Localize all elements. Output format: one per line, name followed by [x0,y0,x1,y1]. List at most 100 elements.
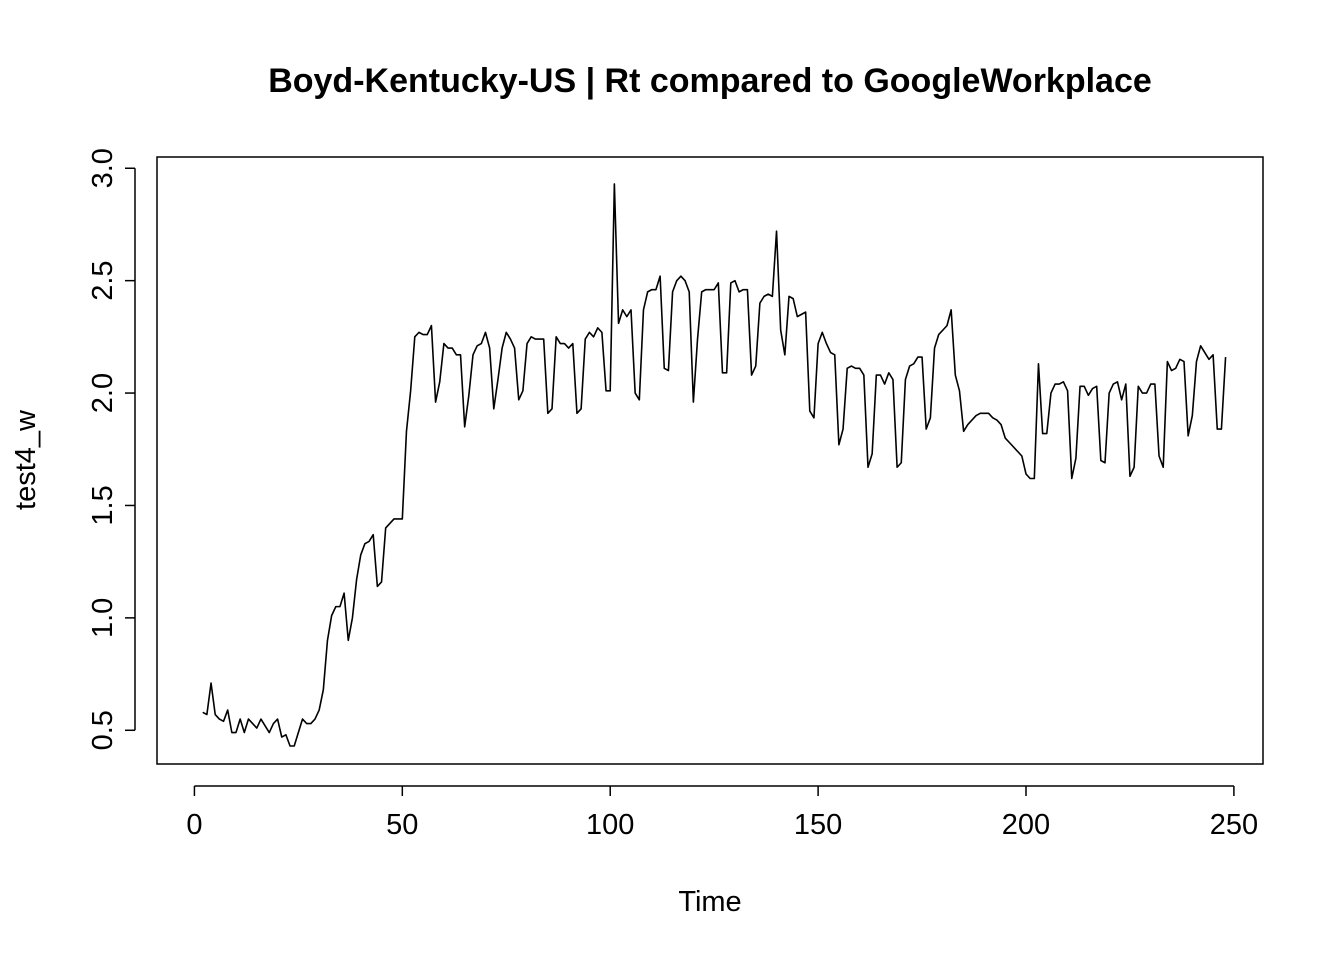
data-point [809,410,811,412]
data-point [834,354,836,356]
data-point [647,291,649,293]
data-point [1225,356,1227,358]
data-point [747,289,749,291]
data-point [622,309,624,311]
data-point [651,289,653,291]
data-point [680,275,682,277]
data-point [410,390,412,392]
data-point [1042,433,1044,435]
data-point [900,462,902,464]
data-point [905,379,907,381]
data-point [589,332,591,334]
data-point [984,412,986,414]
x-tick-label: 150 [794,809,842,841]
data-point [584,338,586,340]
data-point [501,347,503,349]
data-point [505,332,507,334]
data-point [1146,392,1148,394]
data-point [1150,383,1152,385]
data-point [1142,392,1144,394]
data-point [734,280,736,282]
data-point [726,372,728,374]
data-point [880,374,882,376]
data-point [1200,345,1202,347]
data-point [988,412,990,414]
data-point [564,343,566,345]
data-point [260,718,262,720]
data-point [360,554,362,556]
data-point [797,316,799,318]
data-point [414,336,416,338]
data-point [1162,466,1164,468]
data-point [1054,383,1056,385]
data-point [1071,478,1073,480]
data-point [759,302,761,304]
y-tick-label: 3.0 [87,148,119,188]
data-point [609,390,611,392]
series-line [202,183,1227,747]
data-point [917,356,919,358]
data-point [817,343,819,345]
data-point [618,323,620,325]
data-point [1171,370,1173,372]
x-tick-label: 100 [586,809,634,841]
data-point [851,365,853,367]
data-point [730,282,732,284]
data-point [572,343,574,345]
data-point [418,332,420,334]
data-point [252,723,254,725]
data-point [1096,386,1098,388]
data-point [239,718,241,720]
data-point [718,282,720,284]
data-point [285,734,287,736]
data-point [1092,388,1094,390]
data-point [1017,451,1019,453]
data-point [393,518,395,520]
data-point [826,343,828,345]
data-point [535,338,537,340]
data-point [281,736,283,738]
data-point [713,289,715,291]
data-point [938,334,940,336]
data-point [788,296,790,298]
data-point [402,518,404,520]
data-point [1133,466,1135,468]
chart-title: Boyd-Kentucky-US | Rt compared to Google… [268,62,1152,100]
data-point [526,343,528,345]
data-point [876,374,878,376]
data-point [722,372,724,374]
data-point [227,709,229,711]
y-tick-label: 1.0 [87,598,119,638]
data-point [1013,446,1015,448]
data-point [1100,460,1102,462]
data-point [913,363,915,365]
data-point [510,338,512,340]
data-point [493,408,495,410]
data-point [580,408,582,410]
data-points [202,183,1226,747]
data-point [318,709,320,711]
data-point [884,383,886,385]
data-point [1113,383,1115,385]
x-tick-label: 50 [386,809,418,841]
data-point [1083,386,1085,388]
data-point [672,291,674,293]
data-point [202,711,204,713]
data-point [576,412,578,414]
data-point [1104,462,1106,464]
data-point [684,280,686,282]
data-point [805,311,807,313]
data-point [776,230,778,232]
data-point [568,347,570,349]
data-point [543,338,545,340]
data-point [1129,475,1131,477]
data-point [838,444,840,446]
data-point [456,354,458,356]
data-point [655,289,657,291]
data-point [439,381,441,383]
data-point [1046,433,1048,435]
data-point [1000,424,1002,426]
data-point [1067,390,1069,392]
data-point [925,428,927,430]
data-point [605,390,607,392]
